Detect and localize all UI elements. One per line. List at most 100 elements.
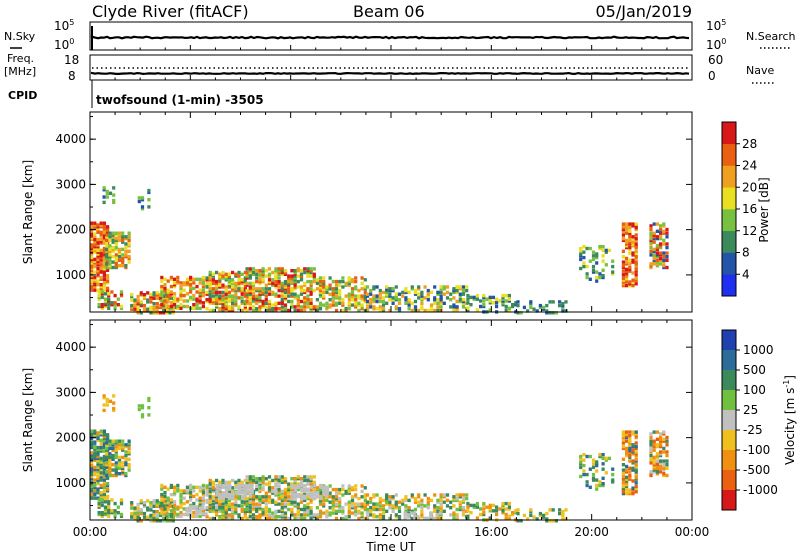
velocity-cell	[211, 502, 215, 506]
velocity-cell	[255, 502, 259, 506]
velocity-cell	[231, 511, 235, 515]
power-cell	[99, 237, 103, 242]
velocity-cell	[224, 516, 228, 521]
power-cell	[344, 308, 348, 313]
power-cell	[211, 298, 215, 302]
ground-scatter-cell	[429, 515, 433, 519]
power-cell	[261, 299, 265, 304]
velocity-cell	[426, 500, 430, 504]
velocity-cell	[296, 509, 300, 513]
velocity-cell	[271, 486, 275, 490]
power-cell	[442, 285, 446, 289]
velocity-cell	[504, 501, 508, 506]
power-cell	[296, 285, 300, 289]
power-cell	[90, 284, 94, 289]
power-cell	[582, 250, 586, 254]
velocity-cell	[93, 465, 97, 470]
power-cell	[631, 260, 635, 264]
velocity-cell	[146, 515, 150, 519]
velocity-cell	[341, 484, 345, 488]
power-cell	[455, 288, 459, 293]
velocity-cell	[221, 502, 225, 506]
power-cell	[287, 294, 291, 298]
power-cell	[423, 296, 427, 300]
power-cell	[107, 292, 111, 296]
velocity-cell	[211, 482, 215, 486]
power-cell	[375, 296, 379, 300]
power-cell	[381, 307, 386, 311]
power-cell	[516, 300, 520, 304]
power-cell	[114, 260, 118, 264]
power-cell	[634, 227, 638, 232]
velocity-cell	[169, 483, 173, 488]
power-cell	[274, 274, 278, 278]
power-cell	[102, 264, 106, 269]
power-cell	[631, 251, 635, 255]
power-cell	[338, 279, 342, 284]
nave-tick-top: 60	[708, 53, 723, 67]
power-cell	[267, 287, 272, 291]
power-cell	[504, 293, 508, 298]
velocity-cell	[90, 460, 94, 464]
freq-unit-label: [MHz]	[4, 65, 36, 78]
velocity-cell	[350, 498, 355, 503]
ground-scatter-cell	[290, 483, 294, 488]
velocity-cell	[103, 511, 108, 515]
velocity-cell	[621, 441, 625, 445]
power-cell	[111, 231, 115, 235]
power-cell	[385, 301, 389, 305]
velocity-cell	[381, 504, 386, 508]
velocity-cell	[579, 474, 583, 479]
power-cell	[591, 257, 596, 262]
velocity-cell	[240, 507, 244, 512]
cpid-text: twofsound (1-min) -3505	[96, 93, 264, 107]
power-cell	[378, 288, 382, 293]
power-cell	[611, 264, 615, 269]
velocity-cell	[309, 478, 313, 483]
power-cell	[215, 292, 219, 296]
power-cell	[121, 238, 125, 243]
power-cell	[173, 295, 177, 300]
power-cell	[293, 276, 297, 280]
power-cell	[97, 295, 101, 300]
velocity-cell	[306, 496, 310, 501]
velocity-cell	[198, 507, 202, 511]
velocity-cell	[442, 509, 446, 513]
power-cell	[625, 231, 629, 235]
power-cell	[90, 237, 94, 242]
velocity-cell	[564, 517, 568, 521]
velocity-cell	[93, 491, 97, 495]
ground-scatter-cell	[413, 515, 417, 519]
velocity-cell	[158, 513, 163, 518]
velocity-cell	[211, 498, 215, 503]
ground-scatter-cell	[228, 496, 232, 500]
power-cell	[198, 277, 202, 281]
power-cell	[652, 235, 656, 239]
velocity-cell	[261, 480, 265, 484]
velocity-cell	[652, 463, 656, 467]
velocity-cell	[271, 491, 275, 495]
power-cell	[121, 235, 125, 239]
power-cell	[169, 284, 173, 289]
power-cell	[433, 301, 437, 305]
power-cell	[357, 296, 361, 300]
velocity-cell	[231, 504, 235, 508]
velocity-cell	[114, 461, 118, 465]
power-cell	[582, 245, 586, 249]
velocity-cell	[551, 508, 555, 512]
power-cell	[192, 277, 196, 281]
power-cell	[277, 301, 281, 305]
power-cell	[303, 299, 307, 304]
ground-scatter-cell	[244, 485, 248, 489]
power-cell	[649, 235, 653, 239]
power-cell	[130, 293, 134, 297]
velocity-cell	[102, 472, 106, 477]
power-cell	[299, 299, 304, 304]
power-cell	[234, 294, 238, 298]
velocity-cell	[264, 491, 268, 495]
velocity-cell	[130, 515, 134, 519]
velocity-cell	[189, 485, 193, 489]
velocity-cell	[140, 413, 145, 417]
velocity-cell	[621, 488, 625, 492]
power-cell	[103, 304, 108, 309]
